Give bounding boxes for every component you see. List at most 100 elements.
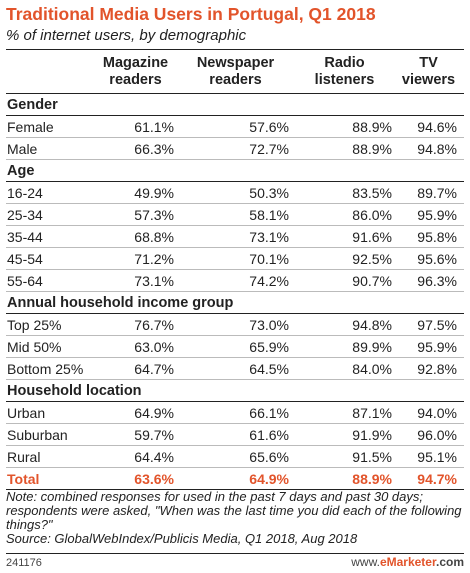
cell-tv: 94.0%	[399, 401, 464, 424]
cell-tv: 95.1%	[399, 445, 464, 468]
row-label: Male	[6, 137, 96, 160]
section-row-income: Annual household income group	[6, 291, 464, 314]
row-label: 16-24	[6, 181, 96, 204]
cell-tv: 94.6%	[399, 115, 464, 138]
cell-magazine: 63.0%	[96, 335, 181, 358]
section-row-gender: Gender	[6, 93, 464, 116]
cell-newspaper: 65.6%	[181, 445, 296, 468]
total-radio: 88.9%	[296, 467, 399, 490]
section-row-age: Age	[6, 159, 464, 182]
row-label: 45-54	[6, 247, 96, 270]
cell-newspaper: 73.1%	[181, 225, 296, 248]
total-row: Total 63.6% 64.9% 88.9% 94.7%	[6, 467, 464, 490]
chart-subtitle: % of internet users, by demographic	[6, 27, 247, 44]
section-label: Age	[6, 159, 464, 182]
cell-radio: 90.7%	[296, 269, 399, 292]
cell-radio: 87.1%	[296, 401, 399, 424]
cell-newspaper: 66.1%	[181, 401, 296, 424]
cell-magazine: 59.7%	[96, 423, 181, 446]
cell-newspaper: 64.5%	[181, 357, 296, 380]
total-tv: 94.7%	[399, 467, 464, 490]
cell-tv: 96.0%	[399, 423, 464, 446]
cell-magazine: 64.9%	[96, 401, 181, 424]
cell-magazine: 61.1%	[96, 115, 181, 138]
table-row: Suburban 59.7% 61.6% 91.9% 96.0%	[6, 423, 464, 446]
cell-newspaper: 72.7%	[181, 137, 296, 160]
total-newspaper: 64.9%	[181, 467, 296, 490]
brand-name: eMarketer	[379, 555, 436, 569]
cell-tv: 92.8%	[399, 357, 464, 380]
cell-radio: 84.0%	[296, 357, 399, 380]
brand-prefix: www.	[351, 555, 380, 569]
brand-link[interactable]: www.eMarketer.com	[351, 555, 464, 569]
table-row: 35-44 68.8% 73.1% 91.6% 95.8%	[6, 225, 464, 248]
cell-tv: 97.5%	[399, 313, 464, 336]
total-label: Total	[6, 467, 96, 490]
column-header-radio: Radio listeners	[314, 54, 375, 88]
chart-title: Traditional Media Users in Portugal, Q1 …	[6, 4, 376, 24]
row-label: Mid 50%	[6, 335, 96, 358]
cell-radio: 92.5%	[296, 247, 399, 270]
cell-radio: 91.9%	[296, 423, 399, 446]
row-label: Urban	[6, 401, 96, 424]
cell-tv: 94.8%	[399, 137, 464, 160]
section-row-location: Household location	[6, 379, 464, 402]
cell-tv: 95.9%	[399, 203, 464, 226]
cell-tv: 95.6%	[399, 247, 464, 270]
row-label: Rural	[6, 445, 96, 468]
source-text: Source: GlobalWebIndex/Publicis Media, Q…	[6, 531, 358, 546]
cell-tv: 89.7%	[399, 181, 464, 204]
cell-tv: 95.9%	[399, 335, 464, 358]
section-label: Annual household income group	[6, 291, 464, 314]
table-row: Urban 64.9% 66.1% 87.1% 94.0%	[6, 401, 464, 424]
total-magazine: 63.6%	[96, 467, 181, 490]
table-row: Top 25% 76.7% 73.0% 94.8% 97.5%	[6, 313, 464, 336]
section-label: Household location	[6, 379, 464, 402]
table-row: 45-54 71.2% 70.1% 92.5% 95.6%	[6, 247, 464, 270]
cell-tv: 95.8%	[399, 225, 464, 248]
column-header-magazine: Magazine readers	[102, 54, 169, 88]
cell-magazine: 64.4%	[96, 445, 181, 468]
table-row: Bottom 25% 64.7% 64.5% 84.0% 92.8%	[6, 357, 464, 380]
cell-newspaper: 73.0%	[181, 313, 296, 336]
row-label: Female	[6, 115, 96, 138]
cell-radio: 83.5%	[296, 181, 399, 204]
footnote: Note: combined responses for used in the…	[6, 490, 466, 546]
cell-radio: 86.0%	[296, 203, 399, 226]
cell-magazine: 57.3%	[96, 203, 181, 226]
table-row: 55-64 73.1% 74.2% 90.7% 96.3%	[6, 269, 464, 292]
row-label: Bottom 25%	[6, 357, 96, 380]
brand-suffix: .com	[435, 555, 464, 569]
row-label: 55-64	[6, 269, 96, 292]
cell-newspaper: 58.1%	[181, 203, 296, 226]
table-row: Rural 64.4% 65.6% 91.5% 95.1%	[6, 445, 464, 468]
table-row: Female 61.1% 57.6% 88.9% 94.6%	[6, 115, 464, 138]
cell-magazine: 68.8%	[96, 225, 181, 248]
cell-radio: 91.5%	[296, 445, 399, 468]
table-body: Gender Female 61.1% 57.6% 88.9% 94.6% Ma…	[6, 93, 464, 490]
cell-magazine: 73.1%	[96, 269, 181, 292]
row-label: Suburban	[6, 423, 96, 446]
cell-radio: 94.8%	[296, 313, 399, 336]
cell-radio: 88.9%	[296, 115, 399, 138]
cell-magazine: 66.3%	[96, 137, 181, 160]
table-row: 25-34 57.3% 58.1% 86.0% 95.9%	[6, 203, 464, 226]
chart-id: 241176	[6, 557, 42, 569]
cell-magazine: 64.7%	[96, 357, 181, 380]
column-header-newspaper: Newspaper readers	[196, 54, 275, 88]
footer-divider	[6, 553, 464, 554]
cell-tv: 96.3%	[399, 269, 464, 292]
table-row: Male 66.3% 72.7% 88.9% 94.8%	[6, 137, 464, 160]
table-row: Mid 50% 63.0% 65.9% 89.9% 95.9%	[6, 335, 464, 358]
cell-radio: 88.9%	[296, 137, 399, 160]
cell-newspaper: 61.6%	[181, 423, 296, 446]
row-label: 25-34	[6, 203, 96, 226]
header-corner	[6, 50, 96, 94]
section-label: Gender	[6, 93, 464, 116]
column-header-tv: TV viewers	[401, 54, 456, 88]
table-row: 16-24 49.9% 50.3% 83.5% 89.7%	[6, 181, 464, 204]
cell-magazine: 71.2%	[96, 247, 181, 270]
cell-magazine: 76.7%	[96, 313, 181, 336]
cell-newspaper: 57.6%	[181, 115, 296, 138]
